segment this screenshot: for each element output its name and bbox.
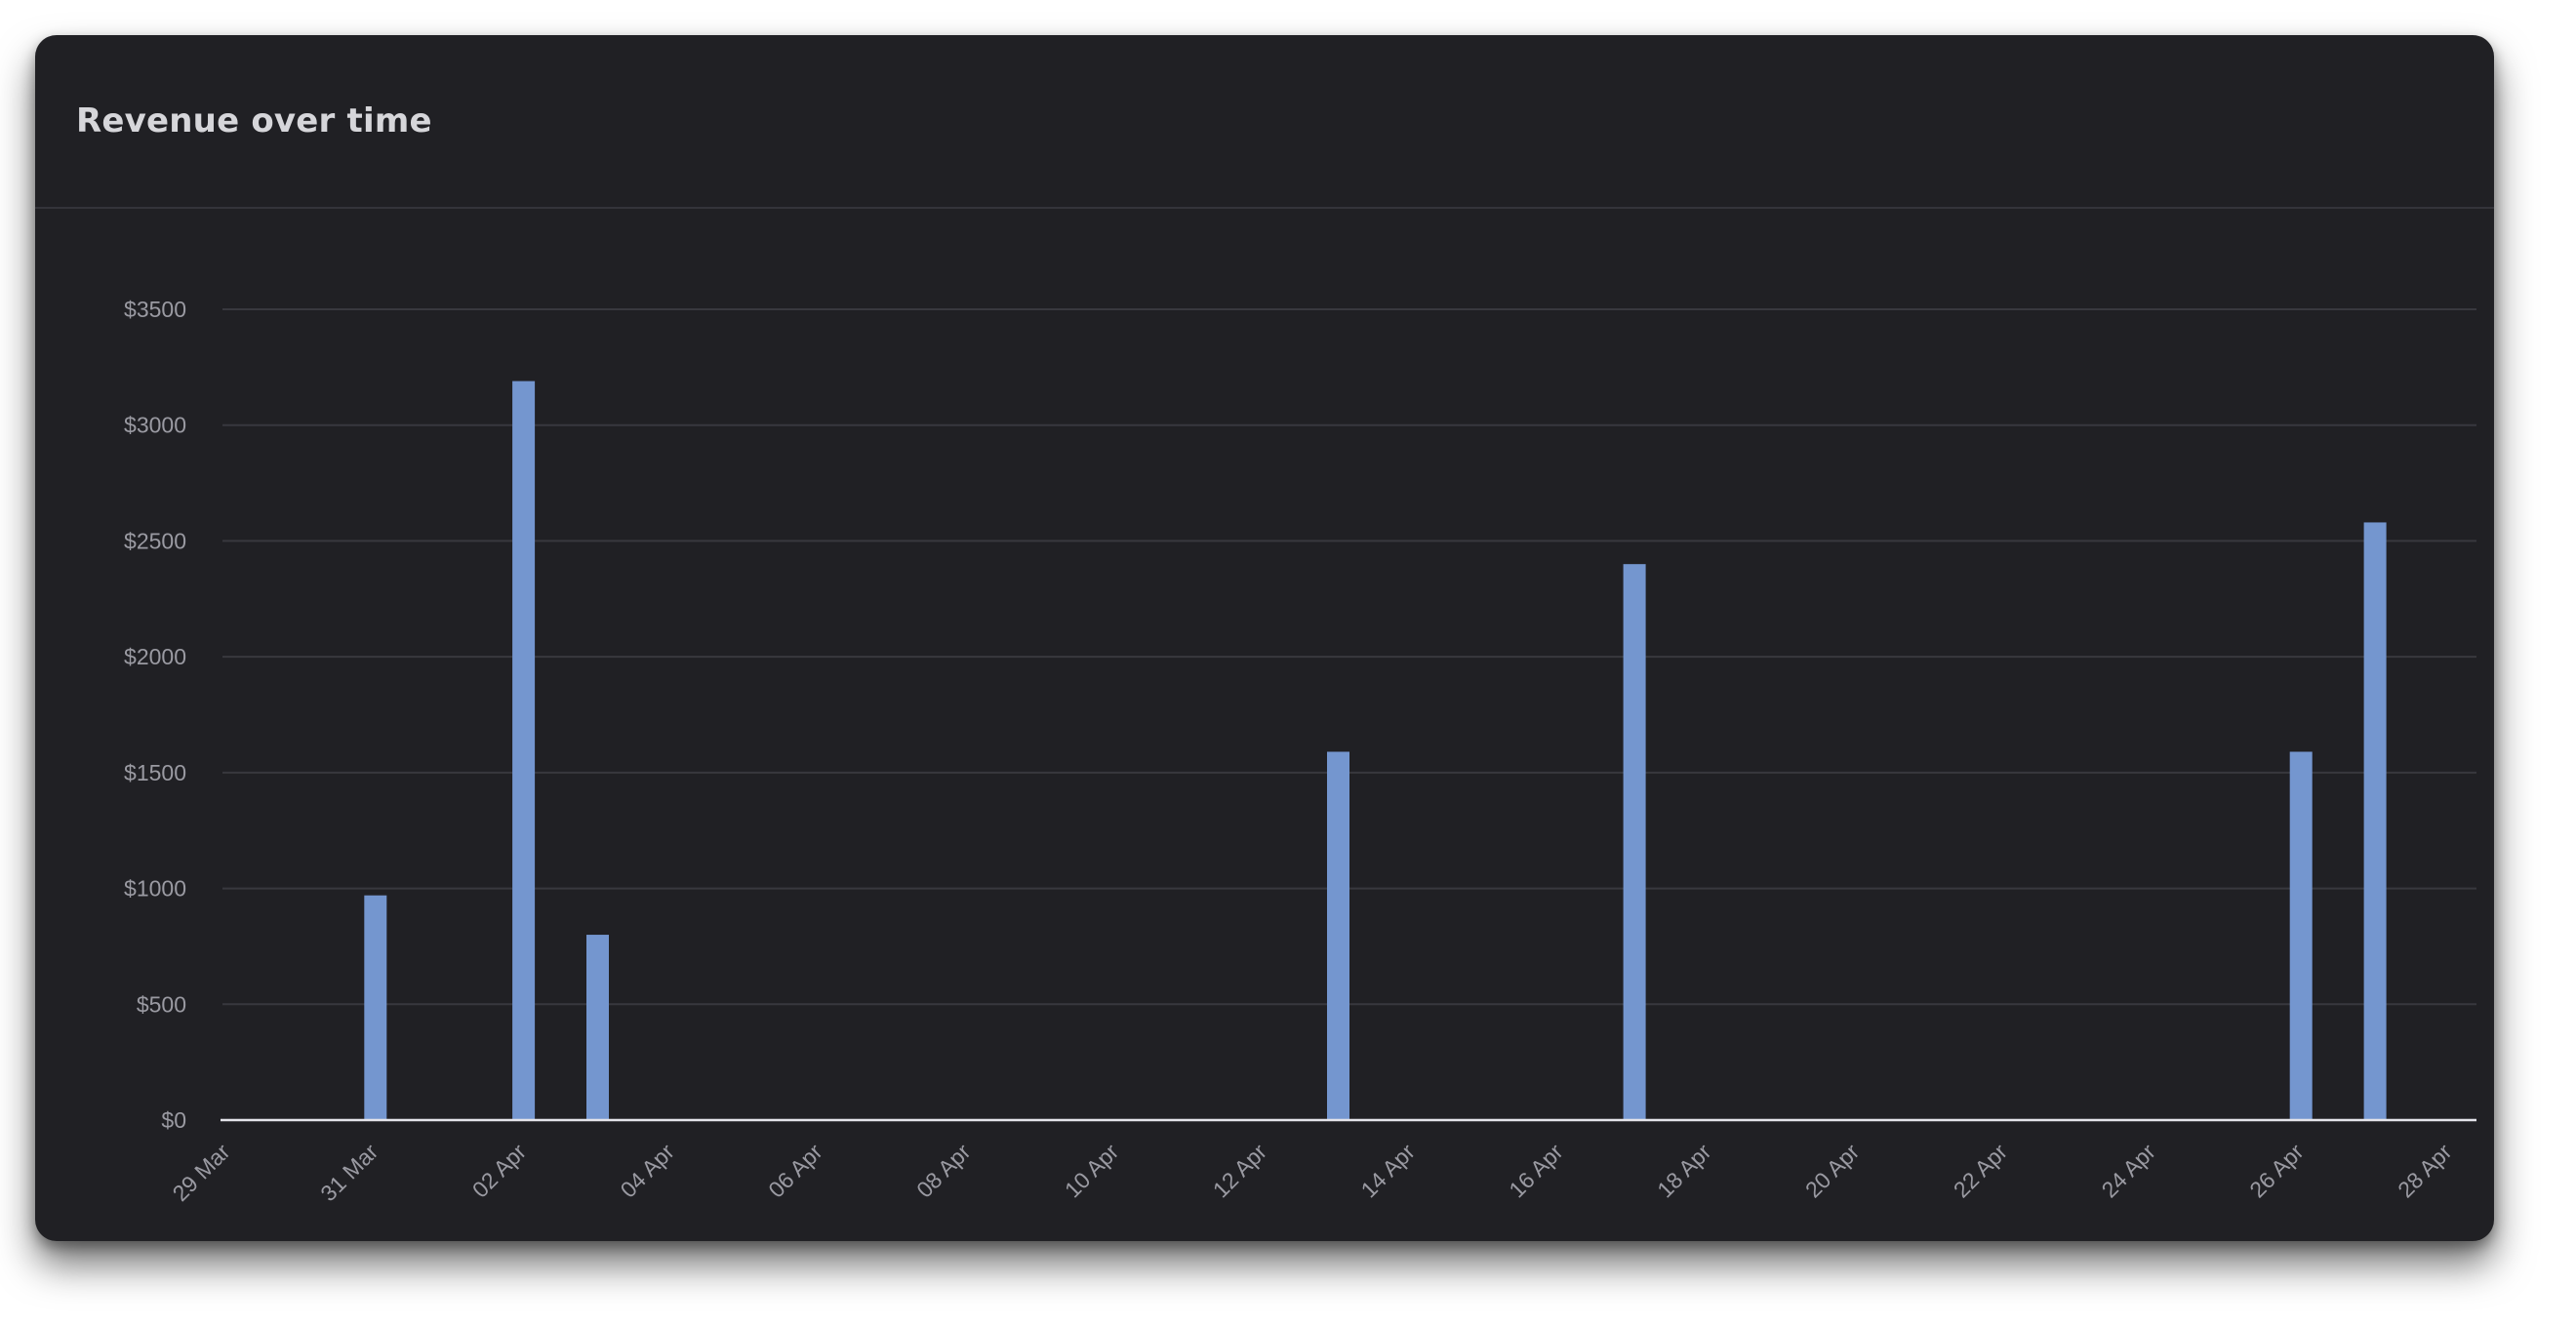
x-tick-label: 14 Apr xyxy=(1356,1139,1421,1203)
x-tick-label: 10 Apr xyxy=(1060,1139,1124,1203)
revenue-bar xyxy=(2363,522,2387,1120)
revenue-bar xyxy=(1623,564,1646,1120)
revenue-bar xyxy=(586,935,609,1120)
x-tick-label: 28 Apr xyxy=(2393,1139,2457,1203)
x-tick-label: 22 Apr xyxy=(1949,1139,2013,1203)
x-tick-label: 24 Apr xyxy=(2097,1139,2161,1203)
revenue-bar xyxy=(1327,751,1349,1120)
y-tick-label: $1500 xyxy=(124,760,186,785)
x-tick-label: 04 Apr xyxy=(616,1139,680,1203)
revenue-bar xyxy=(364,895,387,1120)
x-tick-label: 18 Apr xyxy=(1652,1139,1716,1203)
x-tick-label: 31 Mar xyxy=(315,1139,382,1206)
x-tick-label: 16 Apr xyxy=(1504,1139,1568,1203)
x-tick-label: 06 Apr xyxy=(763,1139,827,1203)
x-tick-label: 02 Apr xyxy=(467,1139,532,1203)
x-tick-label: 12 Apr xyxy=(1208,1139,1272,1203)
gridlines xyxy=(222,308,2476,1006)
y-axis-ticks: $0 $500 $1000 $1500 $2000 $2500 $3000 $3500 xyxy=(124,297,186,1133)
revenue-bar-chart: $0 $500 $1000 $1500 $2000 $2500 $3000 $3500 29 … xyxy=(124,297,2476,1206)
x-tick-label: 29 Mar xyxy=(168,1139,235,1206)
chart-title: Revenue over time xyxy=(76,101,432,140)
x-tick-label: 20 Apr xyxy=(1800,1139,1865,1203)
y-tick-label: $3500 xyxy=(124,297,186,322)
revenue-chart-card: Revenue over time $0 $500 $1000 $1500 $2000 $… xyxy=(35,35,2494,1241)
x-tick-label: 08 Apr xyxy=(911,1139,976,1203)
revenue-bar xyxy=(512,381,536,1120)
x-tick-label: 26 Apr xyxy=(2244,1139,2309,1203)
bars xyxy=(364,381,2387,1120)
y-tick-label: $500 xyxy=(137,991,186,1017)
y-tick-label: $0 xyxy=(161,1107,186,1133)
y-tick-label: $1000 xyxy=(124,876,186,902)
y-tick-label: $2000 xyxy=(124,644,186,669)
revenue-bar xyxy=(2289,751,2313,1120)
card-header: Revenue over time xyxy=(35,35,2494,209)
y-tick-label: $2500 xyxy=(124,528,186,553)
x-axis-ticks: 29 Mar 31 Mar 02 Apr 04 Apr 06 Apr 08 Apr 10 A… xyxy=(168,1139,2457,1206)
y-tick-label: $3000 xyxy=(124,413,186,438)
